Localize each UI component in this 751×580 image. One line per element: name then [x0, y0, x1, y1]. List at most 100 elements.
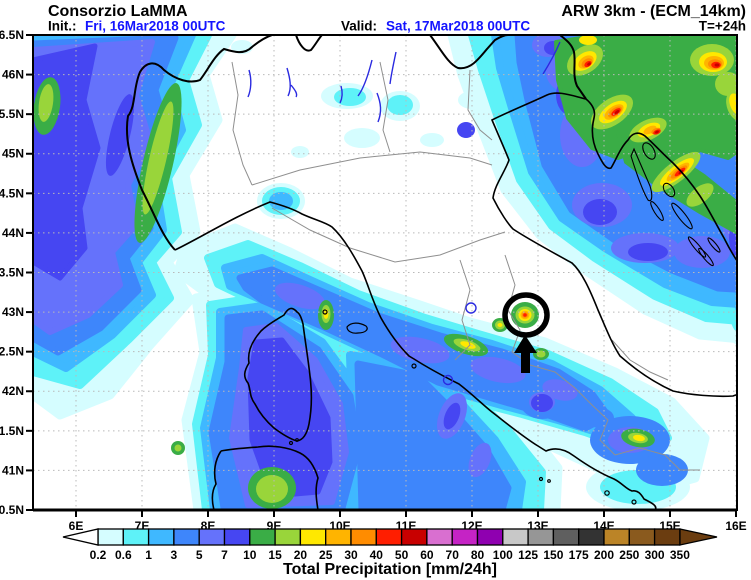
- legend-tick-label: 300: [645, 548, 665, 562]
- legend-cells: [97, 528, 681, 546]
- legend-tick-label: 200: [594, 548, 614, 562]
- y-axis-label: 41.5N: [0, 424, 24, 438]
- y-axis-label: 42N: [2, 384, 24, 398]
- lake-garda: [376, 92, 382, 123]
- italy-west-coast: [174, 201, 657, 510]
- legend-cell: [97, 528, 124, 546]
- legend-cell: [198, 528, 226, 546]
- croatian-islands: [630, 142, 721, 267]
- y-axis-label: 43.5N: [0, 265, 24, 279]
- legend-tick-label: 40: [370, 548, 384, 562]
- legend-cell: [249, 528, 276, 546]
- legend-tick-label: 0.2: [90, 548, 107, 562]
- legend-cell: [274, 528, 302, 546]
- legend-tick-label: 10: [243, 548, 257, 562]
- adriatic-coast: [490, 92, 737, 398]
- legend-tick-label: 70: [446, 548, 460, 562]
- legend-tick-label: 100: [493, 548, 513, 562]
- lake-trasimeno: [465, 302, 477, 314]
- lake-como: [286, 67, 298, 98]
- legend-tick-label: 350: [670, 548, 690, 562]
- header: Consorzio LaMMA ARW 3km - (ECM_14km) Ini…: [48, 3, 746, 34]
- legend-cell: [147, 528, 175, 546]
- legend-cell: [350, 528, 377, 546]
- annotation-circle: [502, 292, 550, 338]
- y-axis-label: 45N: [2, 147, 24, 161]
- x-axis-label: 6E: [69, 519, 84, 533]
- legend-tick-label: 50: [395, 548, 409, 562]
- legend-cell: [223, 528, 251, 546]
- legend-cell: [653, 528, 681, 546]
- legend-title: Total Precipitation [mm/24h]: [283, 561, 497, 578]
- legend-cell: [628, 528, 656, 546]
- legend-tick-label: 250: [619, 548, 639, 562]
- legend-cell: [173, 528, 200, 546]
- annotation-arrow: [514, 335, 537, 373]
- brand-title: Consorzio LaMMA: [48, 3, 188, 20]
- map-area: [33, 35, 737, 510]
- legend-cell: [578, 528, 605, 546]
- corsica-coast: [243, 307, 313, 442]
- legend-cell: [375, 528, 403, 546]
- y-axis-label: 43N: [2, 305, 24, 319]
- lake-bolsena: [442, 374, 454, 386]
- valid-value: Sat, 17Mar2018 00UTC: [386, 19, 530, 34]
- legend-cell: [476, 528, 504, 546]
- legend-cell: [400, 528, 428, 546]
- init-label: Init.:: [48, 19, 77, 34]
- sardinia-coast: [211, 445, 319, 510]
- valid-label: Valid:: [341, 19, 377, 34]
- river: [542, 41, 561, 75]
- legend-tick-label: 3: [171, 548, 178, 562]
- legend-cell: [426, 528, 453, 546]
- legend-cell: [451, 528, 479, 546]
- legend-arrow-right: [679, 528, 718, 546]
- lead-time-label: T=+24h: [699, 19, 746, 34]
- legend-labels: 0.2 0.6 1 3 5 7 10 15 20 25 30 40 50 60 70 80 100 125 150 1…: [90, 548, 691, 562]
- legend: 0.2 0.6 1 3 5 7 10 15 20 25 30 40 50 60 70 80 100 125 150 1…: [62, 528, 718, 578]
- legend-tick-label: 80: [471, 548, 485, 562]
- river: [357, 59, 373, 97]
- y-axis-label: 45.5N: [0, 107, 24, 121]
- legend-tick-label: 5: [196, 548, 203, 562]
- legend-arrow-left: [62, 528, 99, 546]
- y-axis-label: 46N: [2, 68, 24, 82]
- legend-cell: [299, 528, 327, 546]
- coastline: [126, 35, 737, 510]
- legend-tick-label: 125: [518, 548, 538, 562]
- legend-tick-label: 60: [420, 548, 434, 562]
- legend-tick-label: 175: [569, 548, 589, 562]
- y-axis-label: 44N: [2, 226, 24, 240]
- legend-cell: [527, 528, 555, 546]
- legend-tick-label: 1: [145, 548, 152, 562]
- y-axis-label: 42.5N: [0, 345, 24, 359]
- y-axis-label: 41N: [2, 463, 24, 477]
- istria-croatia-coast: [585, 98, 737, 262]
- legend-tick-label: 25: [319, 548, 333, 562]
- lake-iseo: [339, 85, 343, 104]
- y-axis-label: 46.5N: [0, 28, 24, 42]
- y-axis-label: 44.5N: [0, 186, 24, 200]
- legend-cell: [325, 528, 352, 546]
- y-axis-label: 40.5N: [0, 503, 24, 517]
- legend-cell: [122, 528, 150, 546]
- legend-tick-label: 7: [221, 548, 228, 562]
- lake-maggiore: [247, 69, 252, 98]
- model-title: ARW 3km - (ECM_14km): [561, 3, 746, 20]
- y-axis: 46.5N 46N 45.5N 45N 44.5N 44N 43.5N 43N 42.5N 42N…: [0, 28, 33, 517]
- legend-tick-label: 30: [344, 548, 358, 562]
- river: [389, 51, 397, 85]
- x-axis-label: 16E: [725, 519, 746, 533]
- region-borders: [231, 61, 700, 471]
- small-islands: [288, 309, 637, 505]
- legend-tick-label: 0.6: [115, 548, 132, 562]
- alps-border: [126, 35, 273, 251]
- legend-cell: [502, 528, 529, 546]
- annotation: [502, 292, 550, 373]
- init-value: Fri, 16Mar2018 00UTC: [85, 19, 226, 34]
- water-features: [247, 41, 561, 386]
- legend-cell: [603, 528, 630, 546]
- legend-tick-label: 20: [294, 548, 308, 562]
